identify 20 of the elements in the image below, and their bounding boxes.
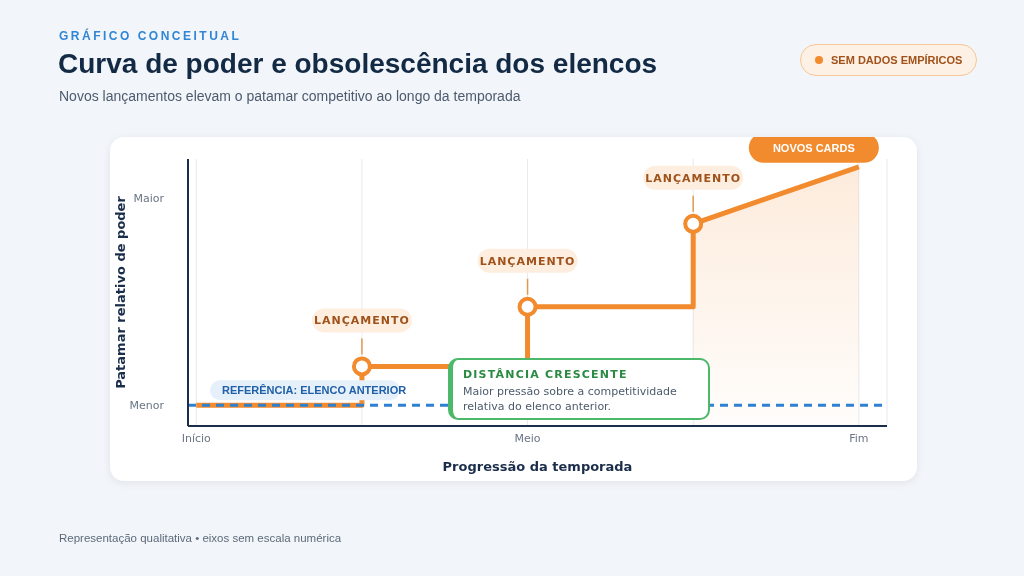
y-axis-title: Patamar relativo de poder — [112, 195, 128, 389]
x-tick-label: Início — [181, 431, 212, 445]
chart-title: Curva de poder e obsolescência dos elencos — [58, 48, 658, 80]
annotation: LANÇAMENTO — [314, 314, 410, 328]
chart-subtitle: Novos lançamentos elevam o patamar competitivo ao longo da temporada — [59, 88, 521, 104]
text: SEM DADOS EMPÍRICOS — [800, 44, 978, 76]
annotation: Maior pressão sobre a competitividade relativa do elenco anterior. — [463, 384, 678, 414]
text: GRÁFICO CONCEITUAL — [59, 29, 242, 43]
annotation: LANÇAMENTO — [645, 171, 742, 185]
callout-box: DISTÂNCIA CRESCENTE Maior pressão sobre a competitividade relativa do elenco anterior. — [448, 358, 710, 420]
text: Maior — [133, 191, 165, 205]
annotation: NOVOS CARDS — [772, 141, 855, 154]
ref-line-label: REFERÊNCIA: ELENCO ANTERIOR — [222, 384, 407, 397]
annotation: LANÇAMENTO — [479, 254, 576, 268]
x-axis-title: Progressão da temporada — [442, 459, 633, 474]
x-tick-label: Meio — [514, 431, 541, 445]
text: Menor — [129, 399, 165, 413]
x-tick-label: Fim — [849, 431, 869, 445]
annotation: DISTÂNCIA CRESCENTE — [463, 368, 629, 381]
text: Representação qualitativa • eixos sem escala numérica — [59, 532, 342, 544]
